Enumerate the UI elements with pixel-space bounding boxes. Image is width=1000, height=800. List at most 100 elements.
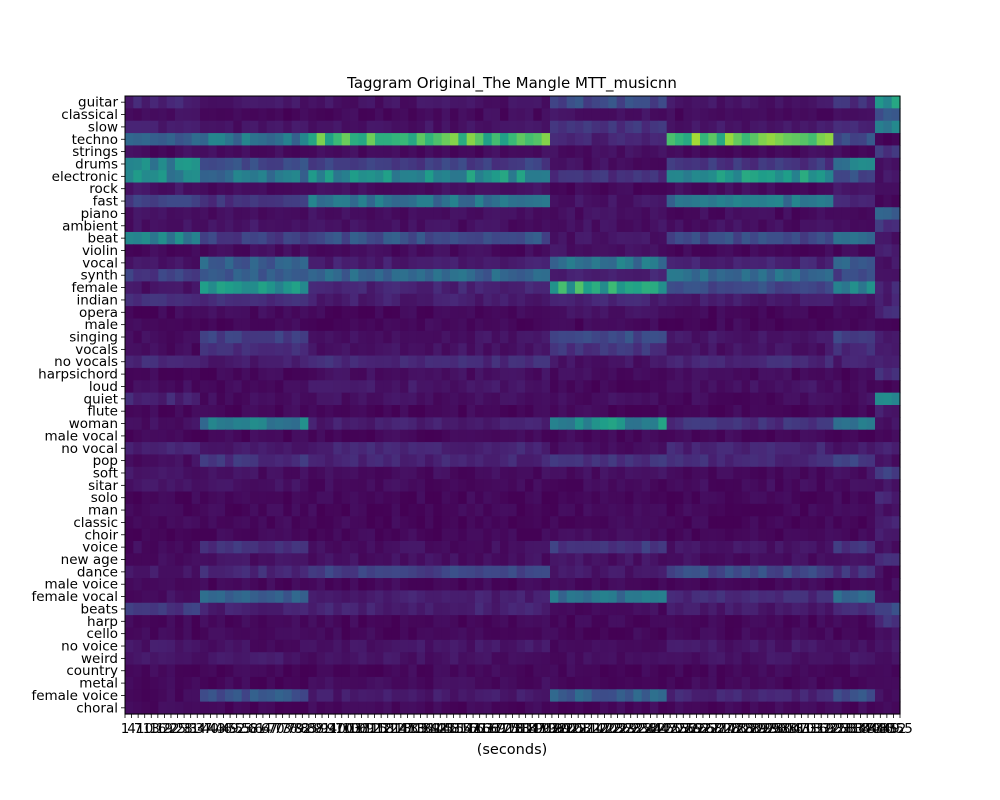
heatmap-cell: [141, 664, 151, 678]
heatmap-cell: [608, 553, 618, 567]
heatmap-cell: [208, 516, 218, 530]
heatmap-cell: [616, 590, 626, 604]
y-tick-label: solo: [91, 490, 118, 506]
heatmap-cell: [816, 553, 826, 567]
heatmap-cell: [850, 392, 859, 406]
heatmap-cell: [675, 689, 684, 703]
heatmap-cell: [700, 639, 709, 653]
heatmap-cell: [225, 170, 234, 184]
heatmap-cell: [333, 454, 343, 468]
heatmap-cell: [291, 405, 301, 418]
heatmap-cell: [725, 108, 734, 122]
heatmap-cell: [841, 627, 851, 641]
heatmap-cell: [225, 269, 234, 282]
heatmap-cell: [291, 182, 301, 196]
heatmap-cell: [375, 590, 384, 604]
heatmap-cell: [608, 664, 618, 678]
heatmap-cell: [675, 133, 684, 147]
heatmap-cell: [583, 503, 593, 517]
heatmap-cell: [491, 157, 501, 171]
heatmap-cell: [708, 590, 718, 604]
heatmap-cell: [125, 553, 134, 567]
heatmap-cell: [425, 367, 434, 381]
heatmap-cell: [191, 133, 201, 147]
heatmap-cell: [266, 133, 276, 147]
heatmap-cell: [250, 355, 259, 369]
heatmap-cell: [766, 602, 776, 616]
heatmap-cell: [891, 157, 901, 171]
heatmap-cell: [558, 96, 568, 109]
heatmap-cell: [883, 182, 893, 196]
heatmap-cell: [691, 157, 701, 171]
heatmap-cell: [433, 380, 443, 394]
heatmap-cell: [233, 528, 243, 542]
heatmap-cell: [233, 219, 243, 233]
heatmap-cell: [491, 306, 501, 320]
heatmap-cell: [300, 343, 309, 357]
x-tick-label: 307: [782, 721, 808, 737]
heatmap-cell: [791, 639, 801, 653]
heatmap-cell: [575, 120, 584, 134]
heatmap-cell: [208, 293, 218, 307]
heatmap-cell: [825, 355, 834, 369]
heatmap-cell: [700, 207, 709, 221]
heatmap-cell: [783, 639, 793, 653]
heatmap-cell: [525, 676, 534, 690]
heatmap-cell: [383, 170, 393, 184]
heatmap-cell: [541, 120, 551, 134]
heatmap-cell: [158, 553, 168, 567]
heatmap-cell: [408, 343, 418, 357]
heatmap-cell: [258, 392, 268, 406]
heatmap-cell: [791, 256, 801, 270]
heatmap-cell: [258, 306, 268, 320]
heatmap-cell: [308, 602, 318, 616]
heatmap-cell: [466, 479, 476, 493]
heatmap-cell: [191, 417, 201, 431]
heatmap-cell: [183, 343, 193, 357]
heatmap-cell: [341, 540, 351, 554]
heatmap-cell: [625, 652, 634, 666]
heatmap-cell: [658, 429, 668, 443]
heatmap-cell: [466, 417, 476, 431]
heatmap-cell: [341, 306, 351, 320]
heatmap-cell: [766, 380, 776, 394]
heatmap-cell: [800, 256, 809, 270]
heatmap-cell: [741, 182, 751, 196]
heatmap-cell: [258, 405, 268, 418]
heatmap-cell: [766, 466, 776, 480]
heatmap-cell: [791, 602, 801, 616]
heatmap-cell: [641, 145, 651, 159]
heatmap-cell: [158, 615, 168, 629]
heatmap-cell: [658, 194, 668, 208]
heatmap-cell: [683, 145, 693, 159]
heatmap-cell: [533, 281, 543, 295]
heatmap-cell: [183, 96, 193, 109]
heatmap-cell: [250, 652, 259, 666]
y-tick-label: female voice: [31, 688, 118, 704]
heatmap-cell: [891, 491, 901, 505]
heatmap-cell: [458, 516, 468, 530]
heatmap-cell: [225, 701, 234, 715]
heatmap-cell: [616, 367, 626, 381]
heatmap-cell: [858, 231, 868, 245]
heatmap-cell: [483, 207, 493, 221]
heatmap-cell: [125, 405, 134, 418]
heatmap-cell: [875, 516, 884, 530]
heatmap-cell: [558, 701, 568, 715]
heatmap-cell: [200, 194, 209, 208]
heatmap-cell: [616, 306, 626, 320]
heatmap-cell: [133, 689, 143, 703]
heatmap-cell: [383, 528, 393, 542]
heatmap-cell: [516, 590, 526, 604]
heatmap-cell: [216, 343, 226, 357]
heatmap-cell: [725, 429, 734, 443]
heatmap-cell: [825, 442, 834, 456]
heatmap-cell: [541, 293, 551, 307]
heatmap-cell: [333, 652, 343, 666]
heatmap-cell: [425, 516, 434, 530]
heatmap-cell: [675, 491, 684, 505]
heatmap-cell: [316, 491, 326, 505]
heatmap-cell: [858, 516, 868, 530]
heatmap-cell: [500, 417, 509, 431]
heatmap-cell: [141, 639, 151, 653]
